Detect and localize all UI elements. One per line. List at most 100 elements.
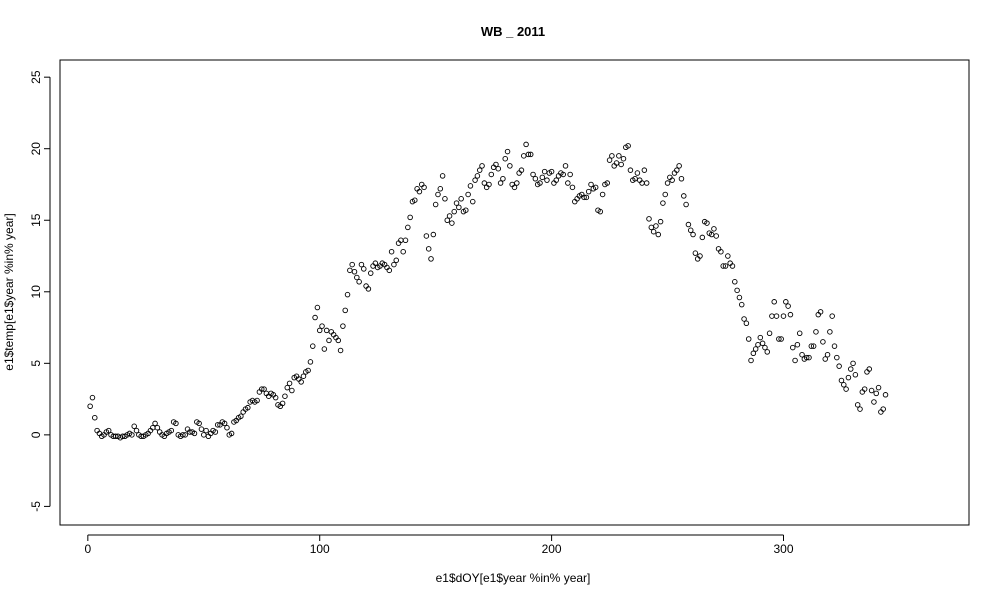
data-point	[405, 224, 411, 231]
data-point	[836, 363, 842, 369]
data-point	[873, 390, 879, 397]
data-point	[261, 386, 267, 392]
data-point	[305, 367, 311, 374]
data-point	[687, 227, 694, 234]
data-point	[678, 175, 685, 182]
data-point	[92, 414, 98, 421]
data-point	[196, 420, 202, 427]
data-point	[238, 413, 244, 420]
data-point	[838, 377, 845, 384]
data-point	[358, 261, 365, 268]
data-point	[507, 163, 513, 169]
data-point	[592, 184, 599, 191]
data-point	[764, 349, 771, 355]
data-point	[646, 216, 652, 222]
data-point	[474, 173, 481, 179]
data-point	[152, 420, 158, 427]
data-point	[643, 180, 650, 186]
data-point	[785, 303, 791, 309]
data-point	[282, 393, 288, 399]
y-tick-label: 25	[29, 70, 43, 84]
data-point	[780, 313, 787, 319]
data-point	[154, 424, 161, 431]
data-point	[567, 171, 573, 178]
data-point	[778, 336, 784, 342]
data-point	[736, 294, 743, 301]
data-point	[465, 191, 471, 198]
data-point	[585, 188, 592, 195]
data-point	[606, 157, 613, 163]
data-point	[386, 267, 393, 274]
data-point	[319, 323, 325, 329]
data-point	[741, 316, 747, 322]
data-point	[488, 171, 495, 178]
data-point	[829, 313, 835, 319]
data-point	[470, 198, 476, 205]
x-tick-label: 0	[84, 542, 91, 556]
data-point	[875, 384, 882, 391]
data-point	[342, 307, 348, 314]
data-point	[316, 327, 323, 334]
data-point	[681, 193, 687, 199]
data-point	[820, 339, 826, 345]
data-point	[254, 397, 260, 404]
data-point	[421, 184, 427, 191]
data-point	[307, 359, 314, 365]
data-point	[748, 357, 754, 364]
data-point	[871, 399, 877, 405]
data-point	[650, 228, 657, 235]
data-point	[129, 432, 135, 438]
data-points	[87, 141, 889, 441]
data-point	[553, 177, 559, 183]
data-point	[511, 184, 518, 191]
data-point	[279, 400, 286, 407]
data-point	[446, 213, 453, 219]
data-point	[349, 261, 355, 268]
y-tick-label: -5	[29, 501, 43, 512]
data-point	[361, 266, 367, 272]
data-point	[504, 148, 511, 155]
data-point	[224, 424, 230, 431]
data-point	[203, 427, 209, 434]
data-point	[105, 427, 112, 434]
data-point	[817, 309, 824, 315]
data-point	[326, 337, 332, 344]
data-point	[664, 180, 671, 186]
data-point	[604, 180, 611, 186]
data-point	[783, 299, 789, 305]
data-point	[841, 382, 847, 388]
data-point	[750, 350, 757, 357]
data-point	[755, 341, 761, 348]
data-point	[762, 344, 768, 351]
data-point	[722, 263, 729, 269]
data-point	[662, 191, 668, 198]
data-point	[367, 270, 374, 276]
data-point	[335, 337, 342, 344]
data-point	[133, 427, 140, 434]
data-point	[131, 423, 137, 430]
data-point	[407, 214, 413, 221]
data-point	[300, 373, 307, 379]
data-point	[620, 155, 627, 162]
data-point	[752, 346, 759, 352]
data-point	[676, 163, 682, 169]
data-point	[451, 208, 457, 215]
y-tick-label: 5	[29, 360, 43, 367]
y-tick-label: 10	[29, 285, 43, 299]
x-tick-label: 200	[542, 542, 562, 556]
data-point	[272, 394, 279, 401]
data-point	[790, 344, 796, 351]
plot-frame	[59, 59, 970, 526]
data-point	[532, 175, 539, 182]
data-point	[773, 313, 780, 319]
data-point	[284, 384, 291, 391]
data-point	[857, 406, 863, 412]
data-point	[796, 330, 803, 337]
data-point	[180, 432, 186, 438]
data-point	[565, 180, 571, 186]
data-point	[713, 233, 719, 239]
data-point	[481, 180, 488, 186]
data-point	[831, 343, 838, 349]
data-point	[562, 163, 569, 169]
